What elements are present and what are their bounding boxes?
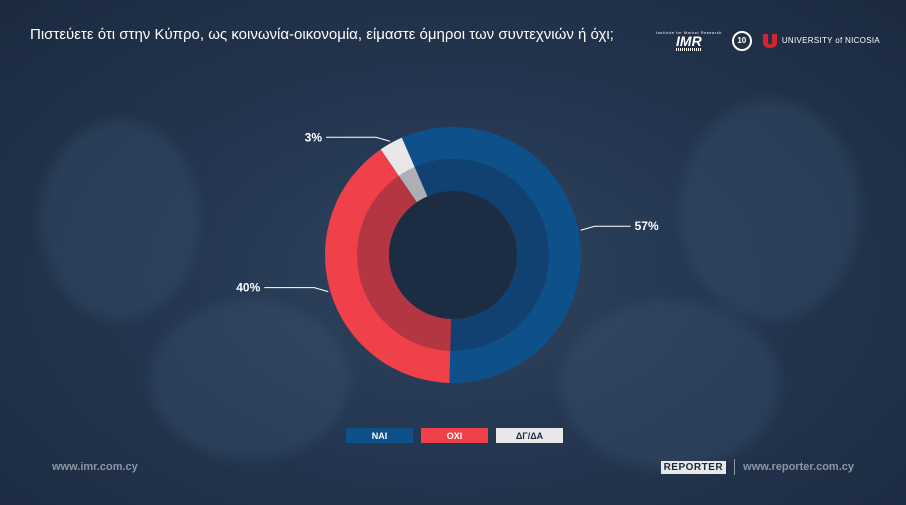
imr-logo-bars xyxy=(675,48,702,51)
reporter-footer: REPORTER www.reporter.com.cy xyxy=(660,459,854,475)
data-label-nai: 57% xyxy=(635,219,659,233)
university-logo: UNIVERSITY of NICOSIA xyxy=(762,33,880,49)
slice-inner-ring-oxi xyxy=(356,175,452,351)
slice-inner-ring-nai xyxy=(414,159,549,351)
slice-inner-ring-dgda xyxy=(398,167,428,203)
university-name: UNIVERSITY of NICOSIA xyxy=(781,36,880,45)
imr-logo-text: IMR xyxy=(676,33,702,49)
anniversary-badge-icon: 10 xyxy=(731,30,752,51)
reporter-logo: REPORTER xyxy=(660,460,727,474)
leader-line-dgda xyxy=(326,136,391,142)
chart-title: Πιστεύετε ότι στην Κύπρο, ως κοινωνία-οι… xyxy=(30,26,614,43)
university-shield-icon xyxy=(762,33,777,48)
leader-line-oxi xyxy=(264,287,329,293)
background-shape xyxy=(560,300,780,470)
reporter-website-link[interactable]: www.reporter.com.cy xyxy=(743,461,854,473)
legend-item-nai: ΝΑΙ xyxy=(346,428,413,443)
chart-legend: ΝΑΙ ΟΧΙ ΔΓ/ΔΑ xyxy=(346,428,563,443)
imr-logo-subtitle: Institute for Market Research xyxy=(655,30,722,35)
footer-divider xyxy=(734,459,736,475)
donut-hole xyxy=(389,191,517,319)
slice-oxi xyxy=(324,149,452,383)
slice-nai xyxy=(401,126,582,383)
data-label-dgda: 3% xyxy=(305,130,323,144)
slice-dgda xyxy=(380,137,428,203)
legend-item-oxi: ΟΧΙ xyxy=(421,428,488,443)
imr-logo: Institute for Market Research IMR xyxy=(656,30,722,51)
leader-line-nai xyxy=(580,225,631,231)
background-shape xyxy=(680,100,860,320)
background-shape xyxy=(40,120,200,320)
background-shape xyxy=(150,300,350,460)
legend-item-dgda: ΔΓ/ΔΑ xyxy=(496,428,563,443)
imr-website-link[interactable]: www.imr.com.cy xyxy=(52,461,138,473)
sponsor-logos: Institute for Market Research IMR 10 UNI… xyxy=(656,30,880,51)
data-label-oxi: 40% xyxy=(236,281,260,295)
